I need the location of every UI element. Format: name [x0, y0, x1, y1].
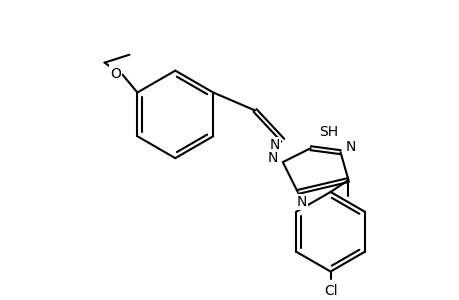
Text: Cl: Cl [323, 284, 336, 298]
Text: SH: SH [319, 125, 337, 139]
Text: N: N [269, 138, 280, 152]
Text: N: N [296, 195, 306, 209]
Text: N: N [345, 140, 355, 154]
Text: O: O [110, 67, 121, 81]
Text: N: N [267, 151, 277, 165]
